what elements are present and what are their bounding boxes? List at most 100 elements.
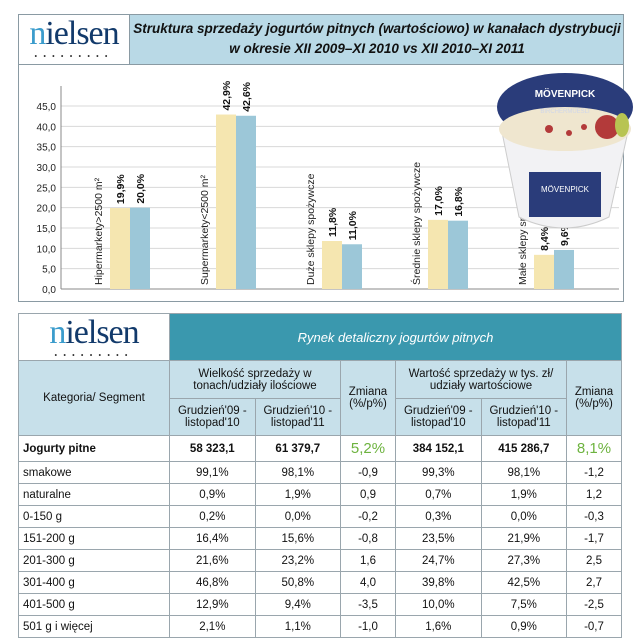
cell: 0,3% — [394, 505, 482, 528]
cell: 1,1% — [254, 615, 341, 638]
table-row: Jogurty pitne 58 323,1 61 379,7 5,2% 384 152… — [18, 435, 622, 462]
cell: 415 286,7 — [480, 435, 568, 462]
bar-chart: 0,0 5,0 10,0 15,0 20,0 25,0 30,0 35,0 40,0 45,0 Hi… — [37, 80, 619, 296]
cell: 2,5 — [566, 549, 622, 572]
cell: 42,5% — [480, 571, 568, 594]
cell: 99,3% — [394, 461, 482, 484]
cell: -3,5 — [339, 593, 396, 616]
table-row: 401-500 g 12,9% 9,4% -3,5 10,0% 7,5% -2,5 — [18, 593, 622, 616]
nielsen-logo: nielsen ••••••••• — [19, 15, 130, 64]
row-label: smakowe — [18, 461, 170, 484]
data-label: 42,9% — [221, 80, 233, 110]
cell: -1,0 — [339, 615, 396, 638]
row-label: naturalne — [18, 483, 170, 506]
cell: 9,4% — [254, 593, 341, 616]
cell: 0,9% — [480, 615, 568, 638]
bar — [110, 208, 130, 289]
row-label: 201-300 g — [18, 549, 170, 572]
cell: 23,5% — [394, 527, 482, 550]
cell: 21,9% — [480, 527, 568, 550]
bar — [448, 220, 468, 289]
svg-text:BIRCHERMÜESLI: BIRCHERMÜESLI — [540, 108, 590, 115]
cell: -1,7 — [566, 527, 622, 550]
y-tick-label: 20,0 — [37, 204, 57, 215]
header-period: Grudzień'10 -listopad'11 — [254, 398, 341, 436]
header-period: Grudzień'09 -listopad'10 — [169, 398, 256, 436]
cell: 27,3% — [480, 549, 568, 572]
category-label: Średnie sklepy spożywcze — [410, 162, 423, 285]
category-label: Supermarkety<2500 m² — [199, 174, 211, 285]
cell: 0,0% — [254, 505, 341, 528]
y-tick-label: 15,0 — [37, 224, 57, 235]
cell: 0,9% — [169, 483, 256, 506]
data-label: 19,9% — [115, 174, 127, 204]
bar — [428, 219, 448, 289]
header-change-value: Zmiana (%/p%) — [566, 360, 622, 436]
cell: 99,1% — [169, 461, 256, 484]
cell: 0,0% — [480, 505, 568, 528]
y-tick-label: 25,0 — [37, 183, 57, 194]
category-label: Duże sklepy spożywcze — [305, 173, 317, 285]
cell: 1,9% — [480, 483, 568, 506]
table-row: 301-400 g 46,8% 50,8% 4,0 39,8% 42,5% 2,7 — [18, 571, 622, 594]
data-label: 16,8% — [453, 186, 465, 216]
data-label: 11,8% — [327, 207, 339, 237]
y-tick-label: 40,0 — [37, 122, 57, 133]
data-label: 17,0% — [433, 185, 445, 215]
nielsen-logo-table: nielsen ••••••••• — [18, 313, 170, 361]
bar — [534, 254, 554, 289]
cell: -1,2 — [566, 461, 622, 484]
market-table: nielsen ••••••••• Rynek detaliczny jogurt… — [18, 313, 622, 638]
row-label: 301-400 g — [18, 571, 170, 594]
y-tick-label: 10,0 — [37, 244, 57, 255]
cell: -0,2 — [339, 505, 396, 528]
cell: 384 152,1 — [394, 435, 482, 462]
row-label: Jogurty pitne — [18, 435, 170, 462]
row-label: 151-200 g — [18, 527, 170, 550]
cell: 0,2% — [169, 505, 256, 528]
cell: 24,7% — [394, 549, 482, 572]
header-period: Grudzień'10 -listopad'11 — [480, 398, 568, 436]
table-row: 501 g i więcej 2,1% 1,1% -1,0 1,6% 0,9% -0,7 — [18, 615, 622, 638]
data-label: 11,0% — [347, 210, 359, 240]
cell: 0,7% — [394, 483, 482, 506]
cell: 58 323,1 — [169, 435, 256, 462]
cell: 61 379,7 — [254, 435, 341, 462]
cell: 7,5% — [480, 593, 568, 616]
chart-header: nielsen ••••••••• Struktura sprzedaży jog… — [19, 15, 623, 65]
cell: 8,1% — [566, 435, 622, 462]
cell: 46,8% — [169, 571, 256, 594]
y-tick-label: 35,0 — [37, 143, 57, 154]
table-title: Rynek detaliczny jogurtów pitnych — [169, 313, 622, 361]
chart-title-line1: Struktura sprzedaży jogurtów pitnych (wa… — [133, 21, 621, 36]
table-row: 151-200 g 16,4% 15,6% -0,8 23,5% 21,9% -1,7 — [18, 527, 622, 550]
chart-panel: nielsen ••••••••• Struktura sprzedaży jog… — [18, 14, 633, 302]
cell: -0,7 — [566, 615, 622, 638]
cell: -2,5 — [566, 593, 622, 616]
cell: 98,1% — [480, 461, 568, 484]
header-volume: Wielkość sprzedaży w tonach/udziały iloś… — [169, 360, 341, 399]
category-label: Hipermarkety>2500 m² — [93, 177, 105, 285]
cell: -0,8 — [339, 527, 396, 550]
cell: 12,9% — [169, 593, 256, 616]
cell: -0,9 — [339, 461, 396, 484]
header-period: Grudzień'09 -listopad'10 — [394, 398, 482, 436]
yogurt-product-image: MÖVENPICK MÖVENPICK BIRCHERMÜESLI — [489, 67, 639, 237]
cell: 1,9% — [254, 483, 341, 506]
data-label: 42,6% — [241, 81, 253, 111]
header-value: Wartość sprzedaży w tys. zł/ udziały war… — [394, 360, 568, 399]
cell: 10,0% — [394, 593, 482, 616]
bar — [342, 244, 362, 289]
bar — [216, 114, 236, 289]
chart-title-line2: w okresie XII 2009–XI 2010 vs XII 2010–X… — [229, 41, 525, 56]
y-tick-label: 30,0 — [37, 163, 57, 174]
header-category: Kategoria/ Segment — [18, 360, 170, 436]
table-row: smakowe 99,1% 98,1% -0,9 99,3% 98,1% -1,2 — [18, 461, 622, 484]
cell: 21,6% — [169, 549, 256, 572]
cell: 1,6% — [394, 615, 482, 638]
cell: -0,3 — [566, 505, 622, 528]
cell: 2,1% — [169, 615, 256, 638]
svg-text:MÖVENPICK: MÖVENPICK — [535, 87, 596, 100]
data-label: 8,4% — [539, 226, 551, 251]
row-label: 501 g i więcej — [18, 615, 170, 638]
